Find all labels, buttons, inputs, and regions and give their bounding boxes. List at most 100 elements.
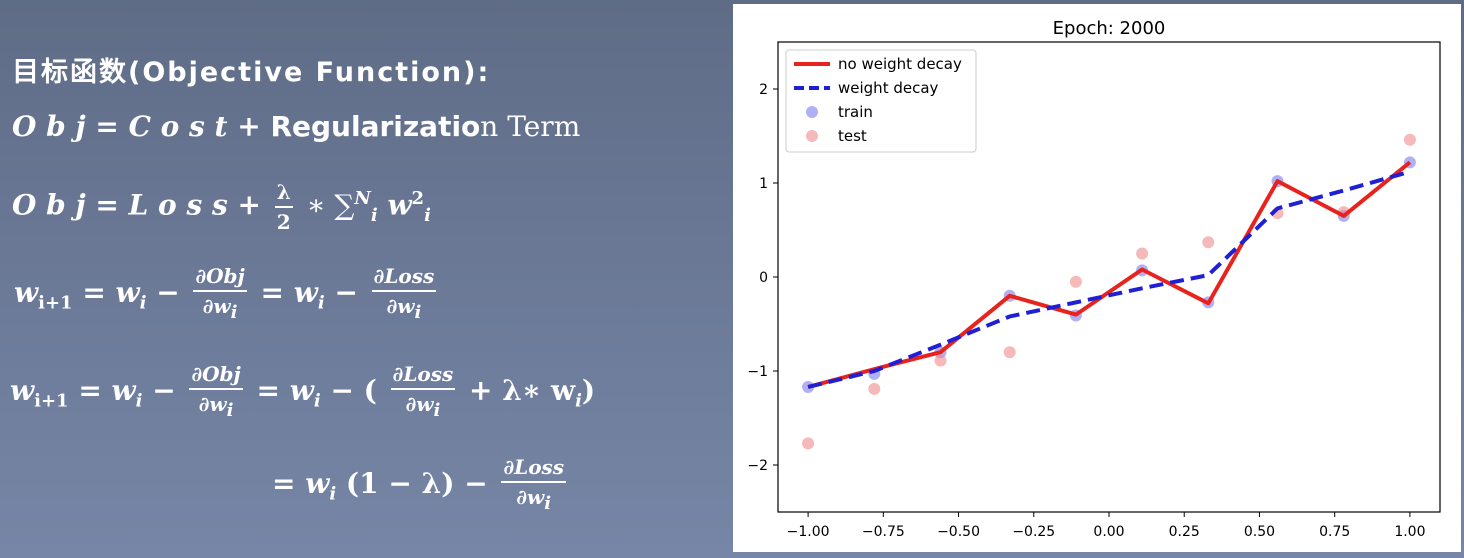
eq4-num2: ∂Loss <box>390 362 456 390</box>
eq5-den: ∂w <box>516 485 545 509</box>
eq4-den-sub-2: i <box>433 400 441 421</box>
eq4-equals-2: = <box>256 374 280 407</box>
eq4-sub-lhs: i+1 <box>34 390 69 412</box>
x-tick-label: −0.25 <box>1012 524 1055 540</box>
y-tick-label: −2 <box>747 458 768 474</box>
eq3-den-sub: i <box>230 302 238 323</box>
eq4-num1: ∂Obj <box>189 362 243 390</box>
eq4-frac-obj: ∂Obj ∂wi <box>189 362 243 423</box>
eq1-cost: C o s t <box>128 110 228 143</box>
legend-label: weight decay <box>838 79 939 97</box>
chart-title: Epoch: 2000 <box>1053 18 1166 39</box>
equation-weight-decay-update: wi+1 = wi − ∂Obj ∂wi = wi − ( ∂Loss ∂wi + … <box>10 362 595 423</box>
eq4-equals: = <box>78 374 102 407</box>
y-tick-label: 1 <box>759 176 768 192</box>
test-point <box>802 437 815 450</box>
legend-label: test <box>838 127 867 145</box>
eq3-sub-i-2: i <box>317 292 325 314</box>
eq4-sub-i-2: i <box>313 390 321 412</box>
legend-marker <box>806 130 818 142</box>
eq4-wi: w <box>111 374 136 407</box>
eq2-lhs: O b j <box>12 188 86 222</box>
eq3-num1: ∂Obj <box>193 264 247 292</box>
test-point <box>934 354 947 367</box>
test-point <box>1136 247 1149 260</box>
eq2-w-sub: i <box>424 205 431 227</box>
eq3-frac-obj: ∂Obj ∂wi <box>193 264 247 325</box>
eq4-frac-loss: ∂Loss ∂wi <box>390 362 456 423</box>
eq4-wi-2: w <box>289 374 314 407</box>
eq1-regularization: Regularizatio <box>270 110 481 143</box>
eq3-minus-2: − <box>334 276 358 309</box>
chart-legend: no weight decay weight decay train test <box>785 49 977 153</box>
x-tick-label: 0.50 <box>1244 524 1275 540</box>
eq3-equals: = <box>82 276 106 309</box>
test-point <box>1202 236 1215 249</box>
eq1-term: n Term <box>480 110 581 143</box>
legend-label: train <box>838 103 873 121</box>
legend-box <box>785 49 977 153</box>
eq3-wi-2: w <box>293 276 318 309</box>
eq4-w: w <box>10 374 35 407</box>
eq3-minus: − <box>156 276 180 309</box>
eq2-equals: = <box>95 188 119 222</box>
x-tick-label: −0.50 <box>937 524 980 540</box>
eq4-minus: − <box>152 374 176 407</box>
eq5-factor: (1 − λ) − <box>345 467 488 500</box>
eq5-equals: = <box>272 467 296 500</box>
eq4-close-paren: ) <box>581 374 596 407</box>
eq2-w-sup: 2 <box>411 188 425 210</box>
y-tick-label: 0 <box>759 270 768 286</box>
eq3-den-sub-2: i <box>414 302 422 323</box>
eq3-den1: ∂w <box>202 294 231 318</box>
test-point <box>1069 275 1082 288</box>
x-axis: −1.00 −0.75 −0.50 −0.25 0.00 0.25 0.50 0.75 1.00 <box>787 512 1425 540</box>
eq3-sub-lhs: i+1 <box>38 292 73 314</box>
x-tick-label: 0.75 <box>1319 524 1350 540</box>
plot-panel: Epoch: 2000 −1.00 −0.75 −0.50 −0.25 0.00 0.25… <box>733 4 1461 552</box>
x-tick-label: 0.25 <box>1169 524 1200 540</box>
test-point <box>1403 133 1416 146</box>
legend-label: no weight decay <box>838 55 962 73</box>
y-tick-label: −1 <box>747 364 768 380</box>
eq5-num: ∂Loss <box>501 455 567 483</box>
eq4-minus-paren: − ( <box>330 374 377 407</box>
eq2-sum-sub: i <box>370 205 378 227</box>
y-axis: −2 −1 0 1 2 <box>747 82 778 474</box>
eq3-num2: ∂Loss <box>371 264 437 292</box>
legend-marker <box>806 106 818 118</box>
eq1-equals: = <box>95 110 119 143</box>
eq2-w: w <box>387 188 412 222</box>
slide-title: 目标函数(Objective Function): <box>12 57 491 88</box>
y-tick-label: 2 <box>759 82 768 98</box>
eq2-plus: + <box>237 188 261 222</box>
weight-decay-line <box>807 169 1411 389</box>
eq4-sub-i-3: i <box>575 390 582 412</box>
test-point <box>1003 346 1016 359</box>
eq5-sub-i: i <box>329 483 337 505</box>
eq2-sum: ∗ ∑ <box>306 188 355 222</box>
eq4-sub-i: i <box>135 390 143 412</box>
eq2-loss: L o s s <box>128 188 228 222</box>
eq2-frac-num: λ <box>274 180 293 208</box>
eq1-lhs: O b j <box>12 110 86 143</box>
eq4-den1: ∂w <box>198 392 227 416</box>
chart-svg: Epoch: 2000 −1.00 −0.75 −0.50 −0.25 0.00 0.25… <box>747 18 1441 540</box>
x-tick-label: 0.00 <box>1093 524 1124 540</box>
equation-gradient-update: wi+1 = wi − ∂Obj ∂wi = wi − ∂Loss ∂wi <box>14 264 440 325</box>
test-point <box>868 382 881 395</box>
eq2-sum-sup: N <box>354 188 371 210</box>
eq3-frac-loss: ∂Loss ∂wi <box>371 264 437 325</box>
x-tick-label: −1.00 <box>787 524 830 540</box>
equation-objective-cost: O b j = C o s t + Regularization Term <box>12 110 580 143</box>
eq5-w: w <box>305 467 330 500</box>
slide-content: 目标函数(Objective Function): O b j = C o s … <box>0 0 720 558</box>
eq3-wi: w <box>115 276 140 309</box>
eq5-frac-loss: ∂Loss ∂wi <box>501 455 567 516</box>
eq3-sub-i: i <box>139 292 147 314</box>
eq3-w: w <box>14 276 39 309</box>
eq3-den2: ∂w <box>386 294 415 318</box>
eq3-equals-2: = <box>260 276 284 309</box>
equation-decay-factor: = wi (1 − λ) − ∂Loss ∂wi <box>272 455 570 516</box>
